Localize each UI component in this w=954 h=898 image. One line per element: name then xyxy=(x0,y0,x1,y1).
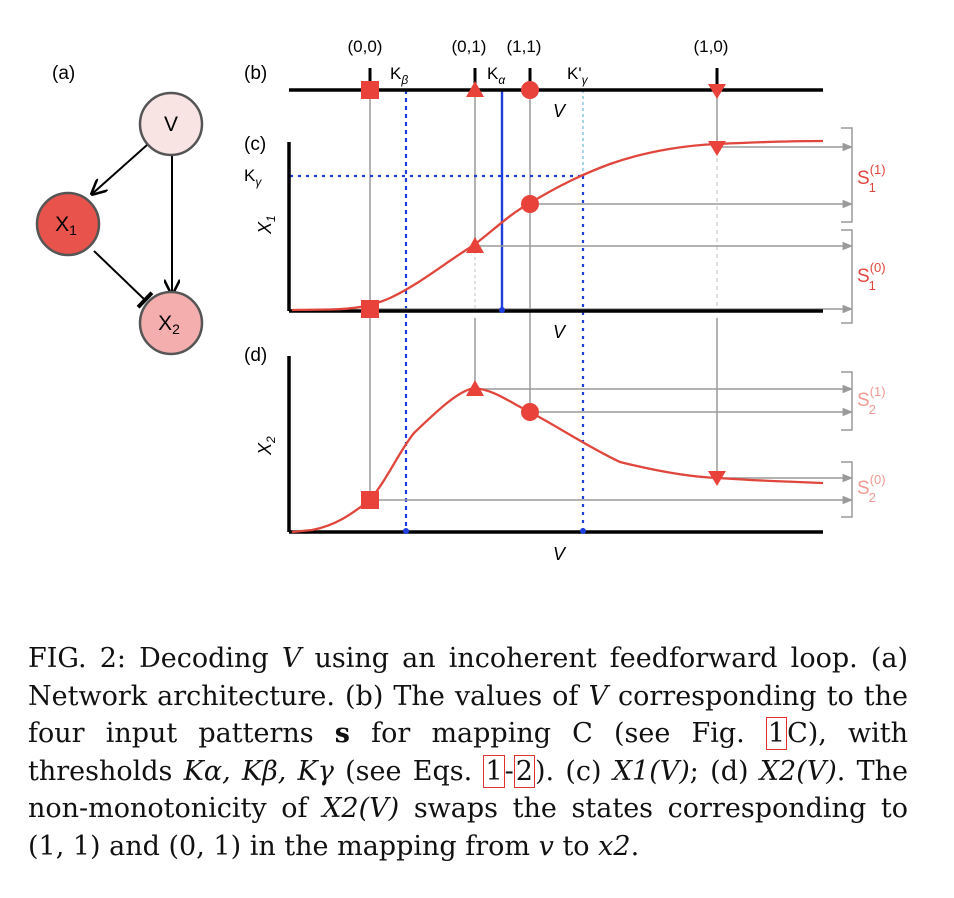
marker-c-00 xyxy=(361,300,379,318)
node-v-label: V xyxy=(164,113,178,136)
threshold-labels: Kβ Kα K'γ Kγ xyxy=(244,64,589,189)
axis-d-v-label: V xyxy=(553,544,567,564)
node-x2: X2 xyxy=(138,290,204,356)
marker-d-10 xyxy=(708,471,726,486)
pattern-labels: (0,0) (0,1) (1,1) (1,0) xyxy=(348,37,729,56)
k-beta-label: Kβ xyxy=(390,64,408,87)
marker-d-11 xyxy=(521,403,539,421)
pattern-label-01: (0,1) xyxy=(452,37,487,56)
panel-label-d: (d) xyxy=(244,345,267,366)
node-x1-label: X xyxy=(55,213,69,236)
edge-x1-x2-inhibit xyxy=(93,250,154,309)
markers xyxy=(361,81,726,509)
axis-d-x2-label: X2 xyxy=(255,436,278,456)
s1-1-label: S(1) 1 xyxy=(857,162,886,195)
panel-label-c: (c) xyxy=(244,134,266,155)
axis-labels: V V V X1 X2 xyxy=(255,101,567,564)
s2-0-label: S(0) 2 xyxy=(857,472,886,505)
marker-c-10 xyxy=(708,141,726,156)
bracket-s2-0 xyxy=(841,461,853,518)
bracket-s1-0 xyxy=(841,229,853,324)
output-labels: S(1) 1 S(0) 1 S(1) 2 S(0) 2 xyxy=(857,162,886,505)
marker-c-01 xyxy=(466,237,484,253)
output-arrows xyxy=(370,142,854,505)
marker-b-00 xyxy=(361,81,379,99)
svg-text:X2: X2 xyxy=(158,312,180,337)
bracket-s1-1 xyxy=(841,127,853,223)
k-gamma-foot-dot xyxy=(580,528,586,534)
axis-c-x1-label: X1 xyxy=(255,215,278,235)
caption-ref-eq1[interactable]: 1 xyxy=(483,754,505,788)
axis-c-v-label: V xyxy=(553,322,567,342)
pattern-label-11: (1,1) xyxy=(507,37,542,56)
caption-fig-label: FIG. 2: xyxy=(28,643,126,674)
k-gamma-label: Kγ xyxy=(244,166,262,189)
threshold-lines xyxy=(290,90,585,532)
network-diagram: V X1 X2 xyxy=(35,91,204,356)
x1-curve xyxy=(291,139,824,312)
axis-b-v-label: V xyxy=(553,101,567,121)
marker-d-01 xyxy=(466,380,484,396)
svg-text:X1: X1 xyxy=(55,213,77,238)
s2-1-label: S(1) 2 xyxy=(857,384,886,417)
s1-0-label: S(0) 1 xyxy=(857,260,886,293)
marker-b-01 xyxy=(466,81,484,97)
node-x2-sub: 2 xyxy=(172,321,180,337)
figure-2: (a) V X1 X2 (b) (c) (d) xyxy=(35,37,886,564)
caption-ref-eq2[interactable]: 2 xyxy=(513,754,535,788)
marker-b-10 xyxy=(708,84,726,99)
output-brackets xyxy=(841,127,853,518)
pattern-guides xyxy=(369,90,718,500)
marker-b-11 xyxy=(521,81,539,99)
marker-d-00 xyxy=(361,491,379,509)
k-gamma-prime-label: K'γ xyxy=(567,64,589,87)
marker-c-11 xyxy=(521,195,539,213)
node-x1: X1 xyxy=(35,191,101,257)
pattern-label-00: (0,0) xyxy=(348,37,383,56)
panel-label-a: (a) xyxy=(52,63,75,84)
node-x2-label: X xyxy=(158,312,172,335)
panel-label-b: (b) xyxy=(244,63,267,84)
bracket-s2-1 xyxy=(841,371,853,431)
node-x1-sub: 1 xyxy=(69,222,77,238)
k-beta-foot-dot xyxy=(403,528,409,534)
edge-v-x1 xyxy=(92,144,148,194)
caption-ref-fig1[interactable]: 1 xyxy=(765,717,788,750)
pattern-label-10: (1,0) xyxy=(694,37,729,56)
node-v: V xyxy=(138,91,204,157)
k-alpha-foot-dot xyxy=(499,307,505,313)
k-alpha-label: Kα xyxy=(487,64,506,87)
figure-caption: FIG. 2: Decoding V using an incoherent f… xyxy=(28,643,909,862)
x2-curve xyxy=(291,386,824,534)
pattern-ticks xyxy=(368,68,719,90)
